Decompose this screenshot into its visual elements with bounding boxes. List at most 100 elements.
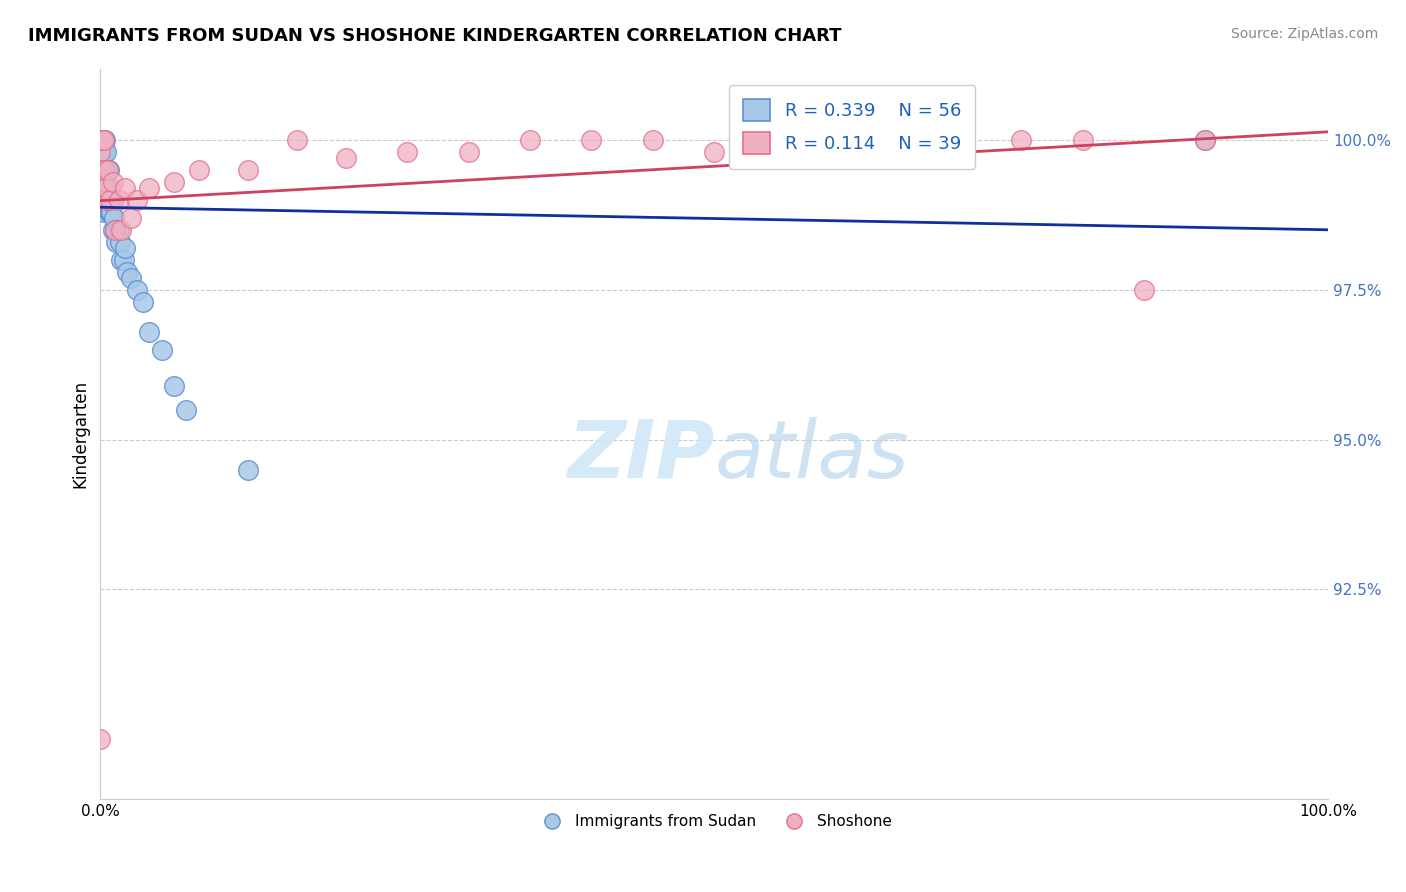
Point (93, 205, 115, 219)
Point (105, 235, 128, 249)
Point (96, 181, 118, 195)
Point (90, 133, 112, 147)
Point (825, 145, 848, 160)
Point (107, 223, 129, 237)
Point (90, 133, 112, 147)
Text: atlas: atlas (714, 417, 910, 494)
Text: Source: ZipAtlas.com: Source: ZipAtlas.com (1230, 27, 1378, 41)
Point (90, 151, 112, 165)
Point (127, 283, 149, 297)
Point (97, 163, 120, 178)
Legend: Immigrants from Sudan, Shoshone: Immigrants from Sudan, Shoshone (530, 808, 898, 835)
Point (91, 193, 114, 207)
Point (187, 163, 209, 178)
Point (98, 181, 121, 195)
Text: IMMIGRANTS FROM SUDAN VS SHOSHONE KINDERGARTEN CORRELATION CHART: IMMIGRANTS FROM SUDAN VS SHOSHONE KINDER… (28, 27, 842, 45)
Point (104, 223, 127, 237)
Point (93, 163, 115, 178)
Point (90, 163, 112, 178)
Point (138, 325, 160, 339)
Point (110, 253, 132, 268)
Point (703, 145, 725, 160)
Point (335, 151, 357, 165)
Point (94, 193, 117, 207)
Point (89, 133, 111, 147)
Point (150, 343, 173, 357)
Point (112, 253, 135, 268)
Point (120, 211, 142, 226)
Y-axis label: Kindergarten: Kindergarten (72, 380, 89, 488)
Point (1133, 283, 1156, 297)
Point (98, 205, 121, 219)
Point (107, 193, 129, 207)
Point (89, 145, 111, 160)
Point (101, 193, 124, 207)
Point (89, 145, 111, 160)
Point (117, 265, 139, 279)
Point (89, 133, 111, 147)
Point (89, 133, 111, 147)
Point (96, 163, 118, 178)
Point (90, 163, 112, 178)
Point (91, 133, 114, 147)
Point (96, 193, 118, 207)
Point (949, 133, 972, 147)
Point (396, 145, 419, 160)
Point (90, 133, 112, 147)
Point (120, 271, 142, 285)
Point (93, 145, 115, 160)
Point (176, 402, 198, 417)
Point (581, 133, 603, 147)
Point (94, 163, 117, 178)
Point (97, 193, 120, 207)
Point (1010, 133, 1032, 147)
Point (163, 378, 186, 392)
Point (519, 133, 541, 147)
Point (101, 223, 124, 237)
Point (1071, 133, 1094, 147)
Point (163, 175, 186, 189)
Point (285, 133, 308, 147)
Point (236, 462, 259, 476)
Point (94, 133, 117, 147)
Text: ZIP: ZIP (567, 417, 714, 494)
Point (90, 133, 112, 147)
Point (236, 163, 259, 178)
Point (91, 175, 114, 189)
Point (91, 133, 114, 147)
Point (97, 163, 120, 178)
Point (641, 133, 664, 147)
Point (103, 211, 125, 226)
Point (114, 181, 136, 195)
Point (93, 163, 115, 178)
Point (457, 145, 479, 160)
Point (104, 223, 127, 237)
Point (94, 193, 117, 207)
Point (114, 241, 136, 255)
Point (97, 205, 120, 219)
Point (91, 145, 114, 160)
Point (101, 175, 124, 189)
Point (887, 133, 910, 147)
Point (93, 133, 115, 147)
Point (1194, 133, 1216, 147)
Point (89, 731, 111, 746)
Point (98, 193, 121, 207)
Point (93, 181, 115, 195)
Point (108, 235, 131, 249)
Point (138, 181, 160, 195)
Point (91, 163, 114, 178)
Point (97, 163, 120, 178)
Point (91, 181, 114, 195)
Point (96, 145, 118, 160)
Point (91, 133, 114, 147)
Point (93, 133, 115, 147)
Point (90, 175, 112, 189)
Point (127, 193, 149, 207)
Point (1194, 133, 1216, 147)
Point (765, 133, 787, 147)
Point (89, 133, 111, 147)
Point (100, 205, 122, 219)
Point (132, 295, 155, 310)
Point (90, 145, 112, 160)
